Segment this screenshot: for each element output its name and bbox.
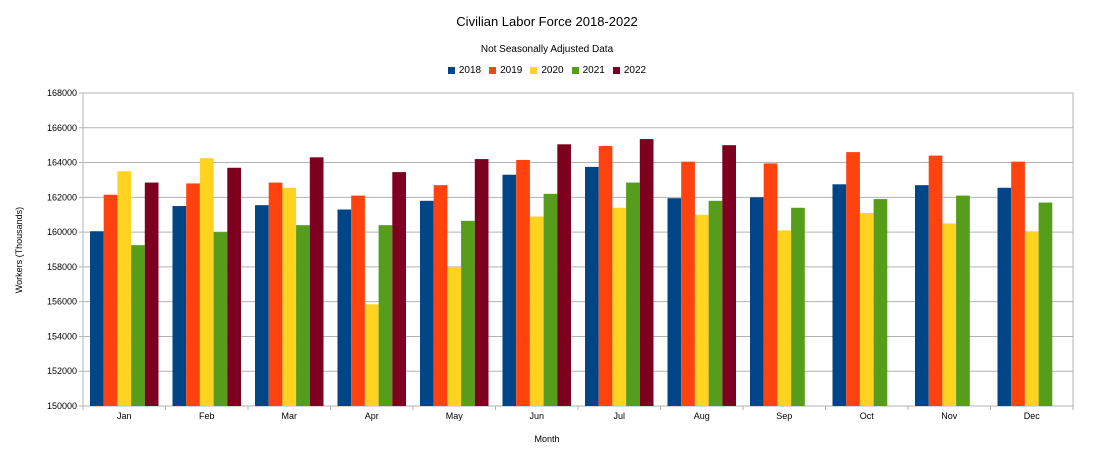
x-tick-label: Apr (365, 411, 379, 421)
bar-2018-jul (585, 166, 599, 406)
y-tick-label: 166000 (47, 123, 77, 133)
bar-2021-jun (543, 193, 558, 406)
bar-2019-dec (1011, 161, 1025, 406)
legend-item-2020: 2020 (530, 65, 564, 76)
bar-2018-feb (172, 206, 187, 406)
bar-2020-dec (1024, 231, 1039, 406)
legend-label: 2021 (582, 65, 605, 76)
x-axis-label: Month (534, 434, 560, 444)
bar-2018-aug (667, 198, 682, 406)
x-tick-label: Mar (282, 411, 298, 421)
bar-2019-feb (186, 183, 200, 406)
bar-2019-mar (268, 182, 283, 406)
legend-label: 2019 (500, 65, 523, 76)
bar-2019-nov (928, 155, 943, 406)
bar-2020-apr (364, 304, 379, 406)
x-tick-label: Oct (860, 411, 875, 421)
bar-2018-mar (255, 205, 269, 406)
x-tick-label: Jan (117, 411, 132, 421)
bar-2021-jan (131, 245, 145, 406)
y-tick-label: 154000 (47, 331, 77, 341)
bar-2021-jul (626, 182, 640, 406)
legend-item-2022: 2022 (612, 65, 647, 76)
bar-2019-aug (681, 161, 695, 406)
bar-2022-jan (144, 182, 159, 406)
legend-label: 2018 (458, 65, 482, 76)
legend-swatch (530, 67, 538, 74)
bar-2018-oct (832, 184, 847, 406)
y-tick-label: 152000 (47, 366, 77, 376)
bar-2022-jun (557, 144, 571, 406)
bar-2021-oct (873, 199, 888, 406)
chart-title: Civilian Labor Force 2018-2022 (456, 14, 638, 29)
y-tick-label: 162000 (47, 192, 77, 202)
y-tick-label: 168000 (47, 88, 77, 98)
y-tick-label: 150000 (47, 401, 77, 411)
chart-subtitle: Not Seasonally Adjusted Data (480, 44, 614, 55)
y-tick-label: 160000 (47, 227, 77, 237)
legend-item-2021: 2021 (571, 65, 605, 76)
bar-2019-may (433, 185, 448, 406)
x-tick-label: Nov (941, 411, 958, 421)
bar-2019-sep (763, 163, 778, 406)
y-tick-label: 156000 (47, 297, 77, 307)
legend-swatch (612, 67, 620, 74)
bar-2020-jul (612, 207, 627, 406)
bar-2020-nov (942, 223, 957, 406)
bar-2021-nov (956, 195, 970, 406)
bar-2020-aug (694, 214, 709, 406)
bar-2020-oct (859, 212, 874, 406)
bar-2018-jan (90, 231, 104, 406)
y-axis-label: Workers (Thousands) (14, 206, 24, 294)
x-tick-label: May (446, 411, 464, 421)
bar-2019-apr (351, 195, 365, 406)
bar-2018-apr (337, 209, 352, 406)
bar-2018-may (420, 200, 434, 406)
x-tick-label: Feb (199, 411, 215, 421)
legend-swatch (447, 67, 455, 74)
bar-2018-dec (997, 187, 1012, 406)
y-tick-label: 164000 (47, 158, 77, 168)
bar-2022-mar (309, 157, 324, 406)
bar-2019-jul (598, 146, 613, 406)
bar-2018-jun (502, 174, 517, 406)
legend-item-2019: 2019 (489, 65, 522, 76)
bar-2020-may (447, 266, 462, 406)
bar-2019-oct (846, 152, 860, 406)
bar-2019-jan (103, 194, 118, 406)
bar-2022-jul (639, 139, 654, 406)
legend-label: 2020 (541, 65, 564, 76)
bar-2021-sep (791, 207, 805, 406)
bar-2021-may (461, 220, 475, 406)
legend-item-2018: 2018 (447, 65, 482, 76)
bar-2021-feb (213, 232, 228, 406)
bar-2022-feb (227, 167, 241, 406)
bar-2021-dec (1038, 202, 1053, 406)
bar-2020-sep (777, 230, 792, 406)
bar-2020-mar (282, 187, 297, 406)
bar-2018-nov (915, 185, 929, 406)
bar-2020-feb (199, 158, 214, 406)
bar-2022-may (474, 159, 489, 406)
legend: 2018 2019 2020 2021 2022 (0, 65, 1094, 76)
bar-2018-sep (750, 197, 764, 406)
x-tick-label: Jun (529, 411, 544, 421)
bar-2022-aug (722, 145, 736, 406)
bar-2021-aug (708, 200, 723, 406)
x-tick-label: Aug (694, 411, 710, 421)
bar-2020-jun (529, 216, 544, 406)
bar-2021-apr (378, 225, 393, 406)
bar-2019-jun (516, 159, 530, 406)
legend-label: 2022 (623, 65, 647, 76)
legend-swatch (489, 67, 497, 74)
bar-2022-apr (392, 172, 406, 406)
bar-2021-mar (296, 225, 310, 406)
x-tick-label: Sep (776, 411, 792, 421)
legend-swatch (571, 67, 579, 74)
x-tick-label: Jul (613, 411, 625, 421)
x-tick-label: Dec (1024, 411, 1041, 421)
bar-2020-jan (117, 171, 132, 406)
y-tick-label: 158000 (47, 262, 77, 272)
